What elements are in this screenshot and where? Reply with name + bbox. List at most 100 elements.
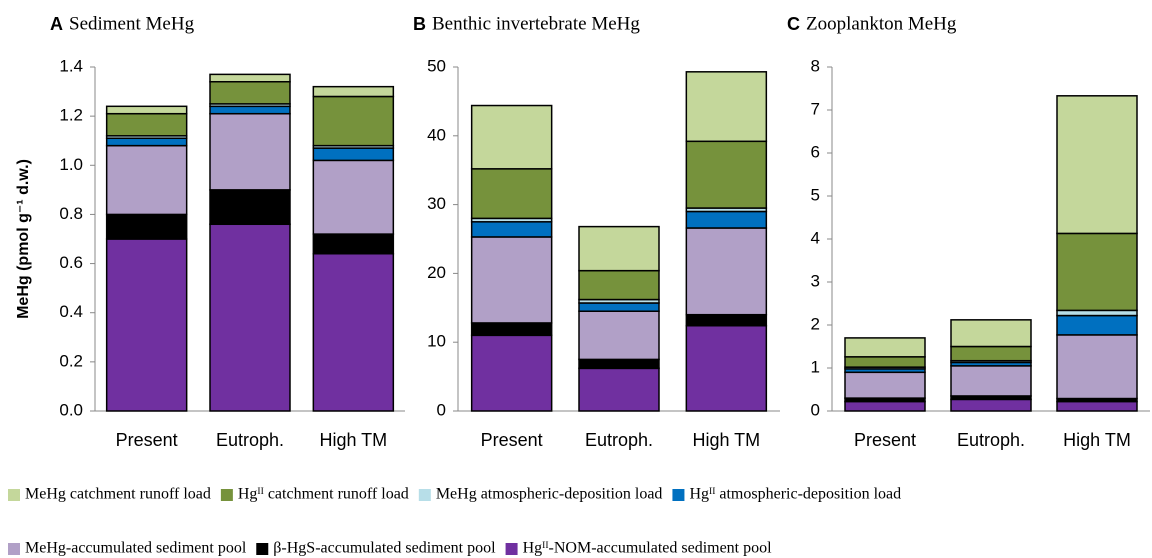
bar-segment	[209, 73, 291, 83]
bar-segment	[578, 358, 660, 370]
y-tick-label: 8	[811, 56, 820, 75]
bar-segment	[312, 233, 395, 255]
y-tick-label: 1.2	[59, 106, 83, 125]
y-tick-label: 0.0	[59, 400, 83, 419]
legend-label: MeHg atmospheric-deposition load	[436, 486, 663, 503]
y-tick-label: 5	[811, 185, 820, 204]
y-tick-label: 1.4	[59, 56, 83, 75]
y-tick-label: 10	[427, 332, 446, 351]
legend-swatch	[8, 543, 20, 555]
bar-segment	[950, 365, 1032, 397]
y-tick-label: 2	[811, 314, 820, 333]
legend-swatch	[220, 489, 233, 501]
y-tick-label: 20	[427, 263, 446, 282]
bar-segment	[312, 95, 395, 147]
bar-segment	[1056, 232, 1138, 312]
bar-segment	[209, 189, 291, 226]
x-tick-label: High TM	[692, 430, 760, 450]
x-tick-label: Eutroph.	[216, 430, 284, 450]
y-tick-label: 0.6	[59, 253, 83, 272]
y-tick-label: 6	[811, 142, 820, 161]
bar-segment	[685, 324, 768, 412]
y-tick-label: 0.4	[59, 302, 83, 321]
y-axis-label: MeHg (pmol g⁻¹ d.w.)	[15, 159, 32, 319]
bar-segment	[312, 85, 395, 98]
bar-segment	[844, 356, 926, 368]
legend-swatch	[418, 489, 431, 501]
bar-segment	[105, 112, 188, 137]
bar-segment	[844, 337, 926, 358]
bar-segment	[209, 80, 291, 105]
bar-segment	[685, 227, 768, 316]
bar-segment	[105, 105, 188, 115]
legend-label: Hgᴵᴵ atmospheric-deposition load	[689, 486, 901, 503]
bar-segment	[105, 144, 188, 216]
panel-label: B	[413, 14, 426, 34]
panel-title: Zooplankton MeHg	[806, 13, 957, 34]
bar-segment	[1056, 95, 1138, 235]
y-tick-label: 0.8	[59, 204, 83, 223]
bar-segment	[578, 367, 660, 412]
bar-segment	[578, 269, 660, 301]
legend-label: MeHg catchment runoff load	[25, 486, 211, 503]
y-tick-label: 40	[427, 125, 446, 144]
bar-segment	[950, 345, 1032, 362]
x-tick-label: Present	[116, 430, 178, 450]
y-tick-label: 7	[811, 99, 820, 118]
y-tick-label: 4	[811, 228, 820, 247]
legend-swatch	[256, 543, 269, 555]
legend-swatch	[8, 489, 20, 501]
x-tick-label: High TM	[1063, 430, 1131, 450]
bar-segment	[685, 313, 768, 327]
y-tick-label: 0.2	[59, 351, 83, 370]
y-tick-label: 3	[811, 271, 820, 290]
y-tick-label: 0	[811, 400, 820, 419]
bar-segment	[105, 213, 188, 240]
bar-segment	[470, 168, 553, 220]
bar-segment	[950, 398, 1032, 412]
x-tick-label: Eutroph.	[585, 430, 653, 450]
bar-segment	[209, 223, 291, 412]
legend-swatch	[505, 543, 518, 555]
bar-segment	[470, 104, 553, 170]
bar-segment	[312, 159, 395, 235]
bar-segment	[685, 71, 768, 143]
bar-segment	[470, 322, 553, 337]
bar-segment	[1056, 334, 1138, 400]
legend-label: Hgᴵᴵ-NOM-accumulated sediment pool	[523, 540, 773, 557]
bar-segment	[578, 310, 660, 361]
x-tick-label: Present	[854, 430, 916, 450]
panel-label: C	[787, 14, 800, 34]
x-tick-label: High TM	[319, 430, 387, 450]
bar-segment	[950, 319, 1032, 348]
bar-segment	[685, 140, 768, 209]
bar-segment	[578, 302, 660, 312]
bar-segment	[578, 225, 660, 272]
bar-segment	[1056, 309, 1138, 317]
panel-title: Sediment MeHg	[69, 13, 195, 34]
bar-segment	[470, 334, 553, 412]
bar-segment	[105, 137, 188, 147]
y-tick-label: 0	[437, 400, 446, 419]
legend-label: Hgᴵᴵ catchment runoff load	[238, 486, 409, 503]
bar-segment	[470, 221, 553, 238]
bar-segment	[1056, 400, 1138, 412]
bar-segment	[844, 400, 926, 412]
legend-label: β-HgS-accumulated sediment pool	[273, 540, 496, 557]
bar-segment	[209, 105, 291, 115]
bar-segment	[312, 147, 395, 162]
x-tick-label: Eutroph.	[957, 430, 1025, 450]
bar-segment	[312, 252, 395, 412]
y-tick-label: 30	[427, 194, 446, 213]
bar-segment	[209, 112, 291, 191]
panel-title: Benthic invertebrate MeHg	[432, 13, 640, 34]
y-tick-label: 1	[811, 357, 820, 376]
y-tick-label: 50	[427, 56, 446, 75]
y-tick-label: 1.0	[59, 155, 83, 174]
bar-segment	[1056, 314, 1138, 336]
bar-segment	[685, 210, 768, 229]
panel-label: A	[50, 14, 63, 34]
legend-swatch	[672, 489, 685, 501]
